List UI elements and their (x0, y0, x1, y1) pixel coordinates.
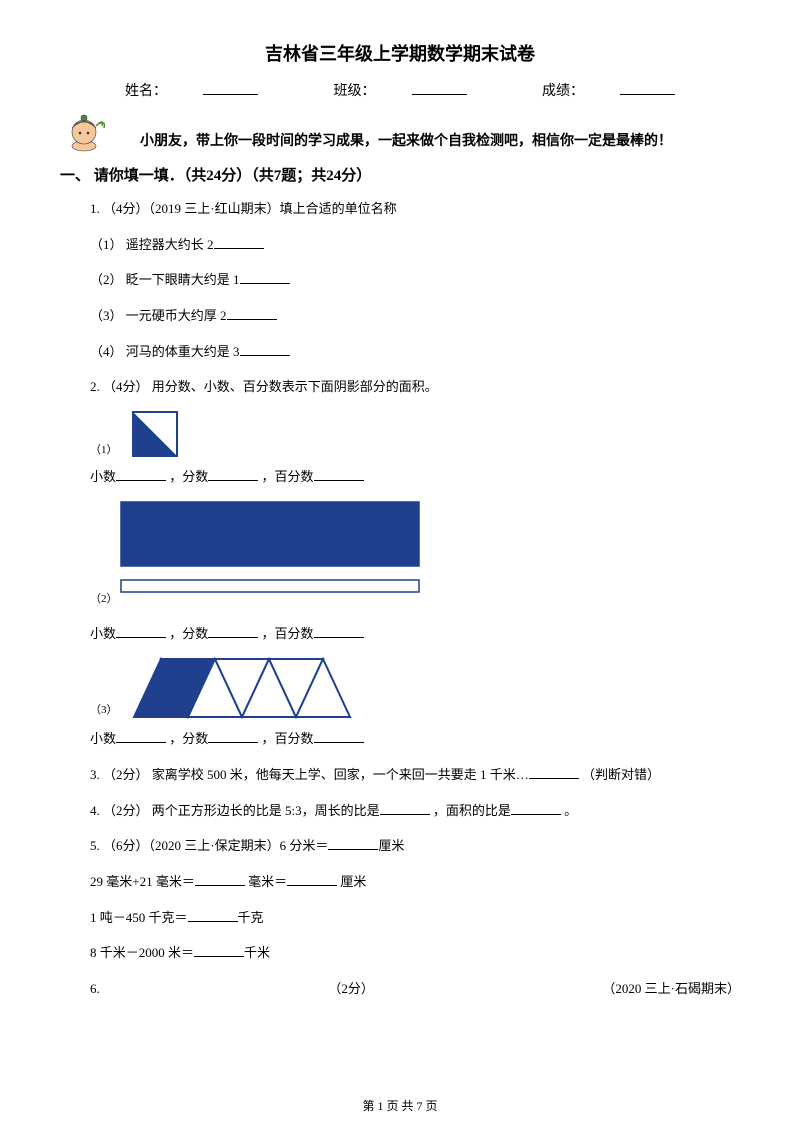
q6-num: 6. (90, 977, 100, 1002)
q5-l4: 8 千米－2000 米＝千米 (90, 941, 740, 966)
q2-a3-frac[interactable] (208, 729, 258, 743)
class-blank[interactable] (412, 81, 467, 95)
q6: 6. （2分） （2020 三上·石碣期末） (90, 977, 740, 1002)
q5-b4[interactable] (194, 943, 244, 957)
q1-s3-blank[interactable] (227, 306, 277, 320)
q1-s1: （1） 遥控器大约长 2 (90, 233, 740, 258)
q1-s4: （4） 河马的体重大约是 3 (90, 340, 740, 365)
q2-fig3-idx: （3） (90, 701, 118, 717)
q2-fig1-idx: （1） (90, 441, 118, 457)
q2-a1-pct[interactable] (314, 467, 364, 481)
section-1-heading: 一、 请你填一填．（共24分）（共7题；共24分） (60, 164, 740, 185)
name-label: 姓名： (125, 84, 167, 99)
q5-b3[interactable] (188, 908, 238, 922)
student-info-line: 姓名： 班级： 成绩： (60, 80, 740, 100)
q2-fig2-row (120, 501, 740, 594)
q4: 4. （2分） 两个正方形边长的比是 5:3，周长的比是 ，面积的比是 。 (90, 799, 740, 824)
q2-fig1-icon (132, 411, 178, 457)
q2-fig3-icon (132, 657, 352, 719)
page-footer: 第 1 页 共 7 页 (0, 1097, 800, 1114)
q2-fig1-row: （1） (90, 411, 740, 457)
page-title: 吉林省三年级上学期数学期末试卷 (60, 40, 740, 66)
encourage-text: 小朋友，带上你一段时间的学习成果，一起来做个自我检测吧，相信你一定是最棒的！ (140, 130, 740, 150)
q5-b2a[interactable] (195, 872, 245, 886)
q2-a1-dec[interactable] (116, 467, 166, 481)
q2-head: 2. （4分） 用分数、小数、百分数表示下面阴影部分的面积。 (90, 375, 740, 400)
name-blank[interactable] (203, 81, 258, 95)
q5-l3: 1 吨－450 千克＝千克 (90, 906, 740, 931)
q1-s2: （2） 眨一下眼睛大约是 1 (90, 268, 740, 293)
q1-s2-blank[interactable] (240, 270, 290, 284)
class-label: 班级： (334, 84, 376, 99)
q6-points: （2分） (100, 977, 603, 1002)
q4-blank2[interactable] (511, 801, 561, 815)
q5-b2b[interactable] (287, 872, 337, 886)
q2-ans2: 小数 ，分数 ，百分数 (90, 622, 740, 647)
q2-ans3: 小数 ，分数 ，百分数 (90, 727, 740, 752)
q6-source: （2020 三上·石碣期末） (602, 977, 740, 1002)
q1-s4-blank[interactable] (240, 342, 290, 356)
q2-a3-pct[interactable] (314, 729, 364, 743)
q2-a3-dec[interactable] (116, 729, 166, 743)
q3: 3. （2分） 家离学校 500 米，他每天上学、回家，一个来回一共要走 1 千… (90, 763, 740, 788)
q2-a1-frac[interactable] (208, 467, 258, 481)
score-blank[interactable] (620, 81, 675, 95)
q2-ans1: 小数 ，分数 ，百分数 (90, 465, 740, 490)
cartoon-icon (62, 106, 110, 154)
q2-a2-pct[interactable] (314, 624, 364, 638)
score-label: 成绩： (542, 84, 584, 99)
q1-s1-blank[interactable] (214, 235, 264, 249)
q2-a2-frac[interactable] (208, 624, 258, 638)
q5-l2: 29 毫米+21 毫米＝ 毫米＝ 厘米 (90, 870, 740, 895)
q5-l1: 5. （6分）（2020 三上·保定期末）6 分米＝厘米 (90, 834, 740, 859)
q3-blank[interactable] (529, 765, 579, 779)
q2-fig2-icon (120, 501, 420, 594)
q1-s3: （3） 一元硬币大约厚 2 (90, 304, 740, 329)
q2-fig3-row: （3） (90, 657, 740, 719)
q2-a2-dec[interactable] (116, 624, 166, 638)
q5-b1[interactable] (328, 836, 378, 850)
q2-fig2-idx: （2） (90, 593, 118, 605)
q1-head: 1. （4分）（2019 三上·红山期末）填上合适的单位名称 (90, 197, 740, 222)
q4-blank1[interactable] (380, 801, 430, 815)
